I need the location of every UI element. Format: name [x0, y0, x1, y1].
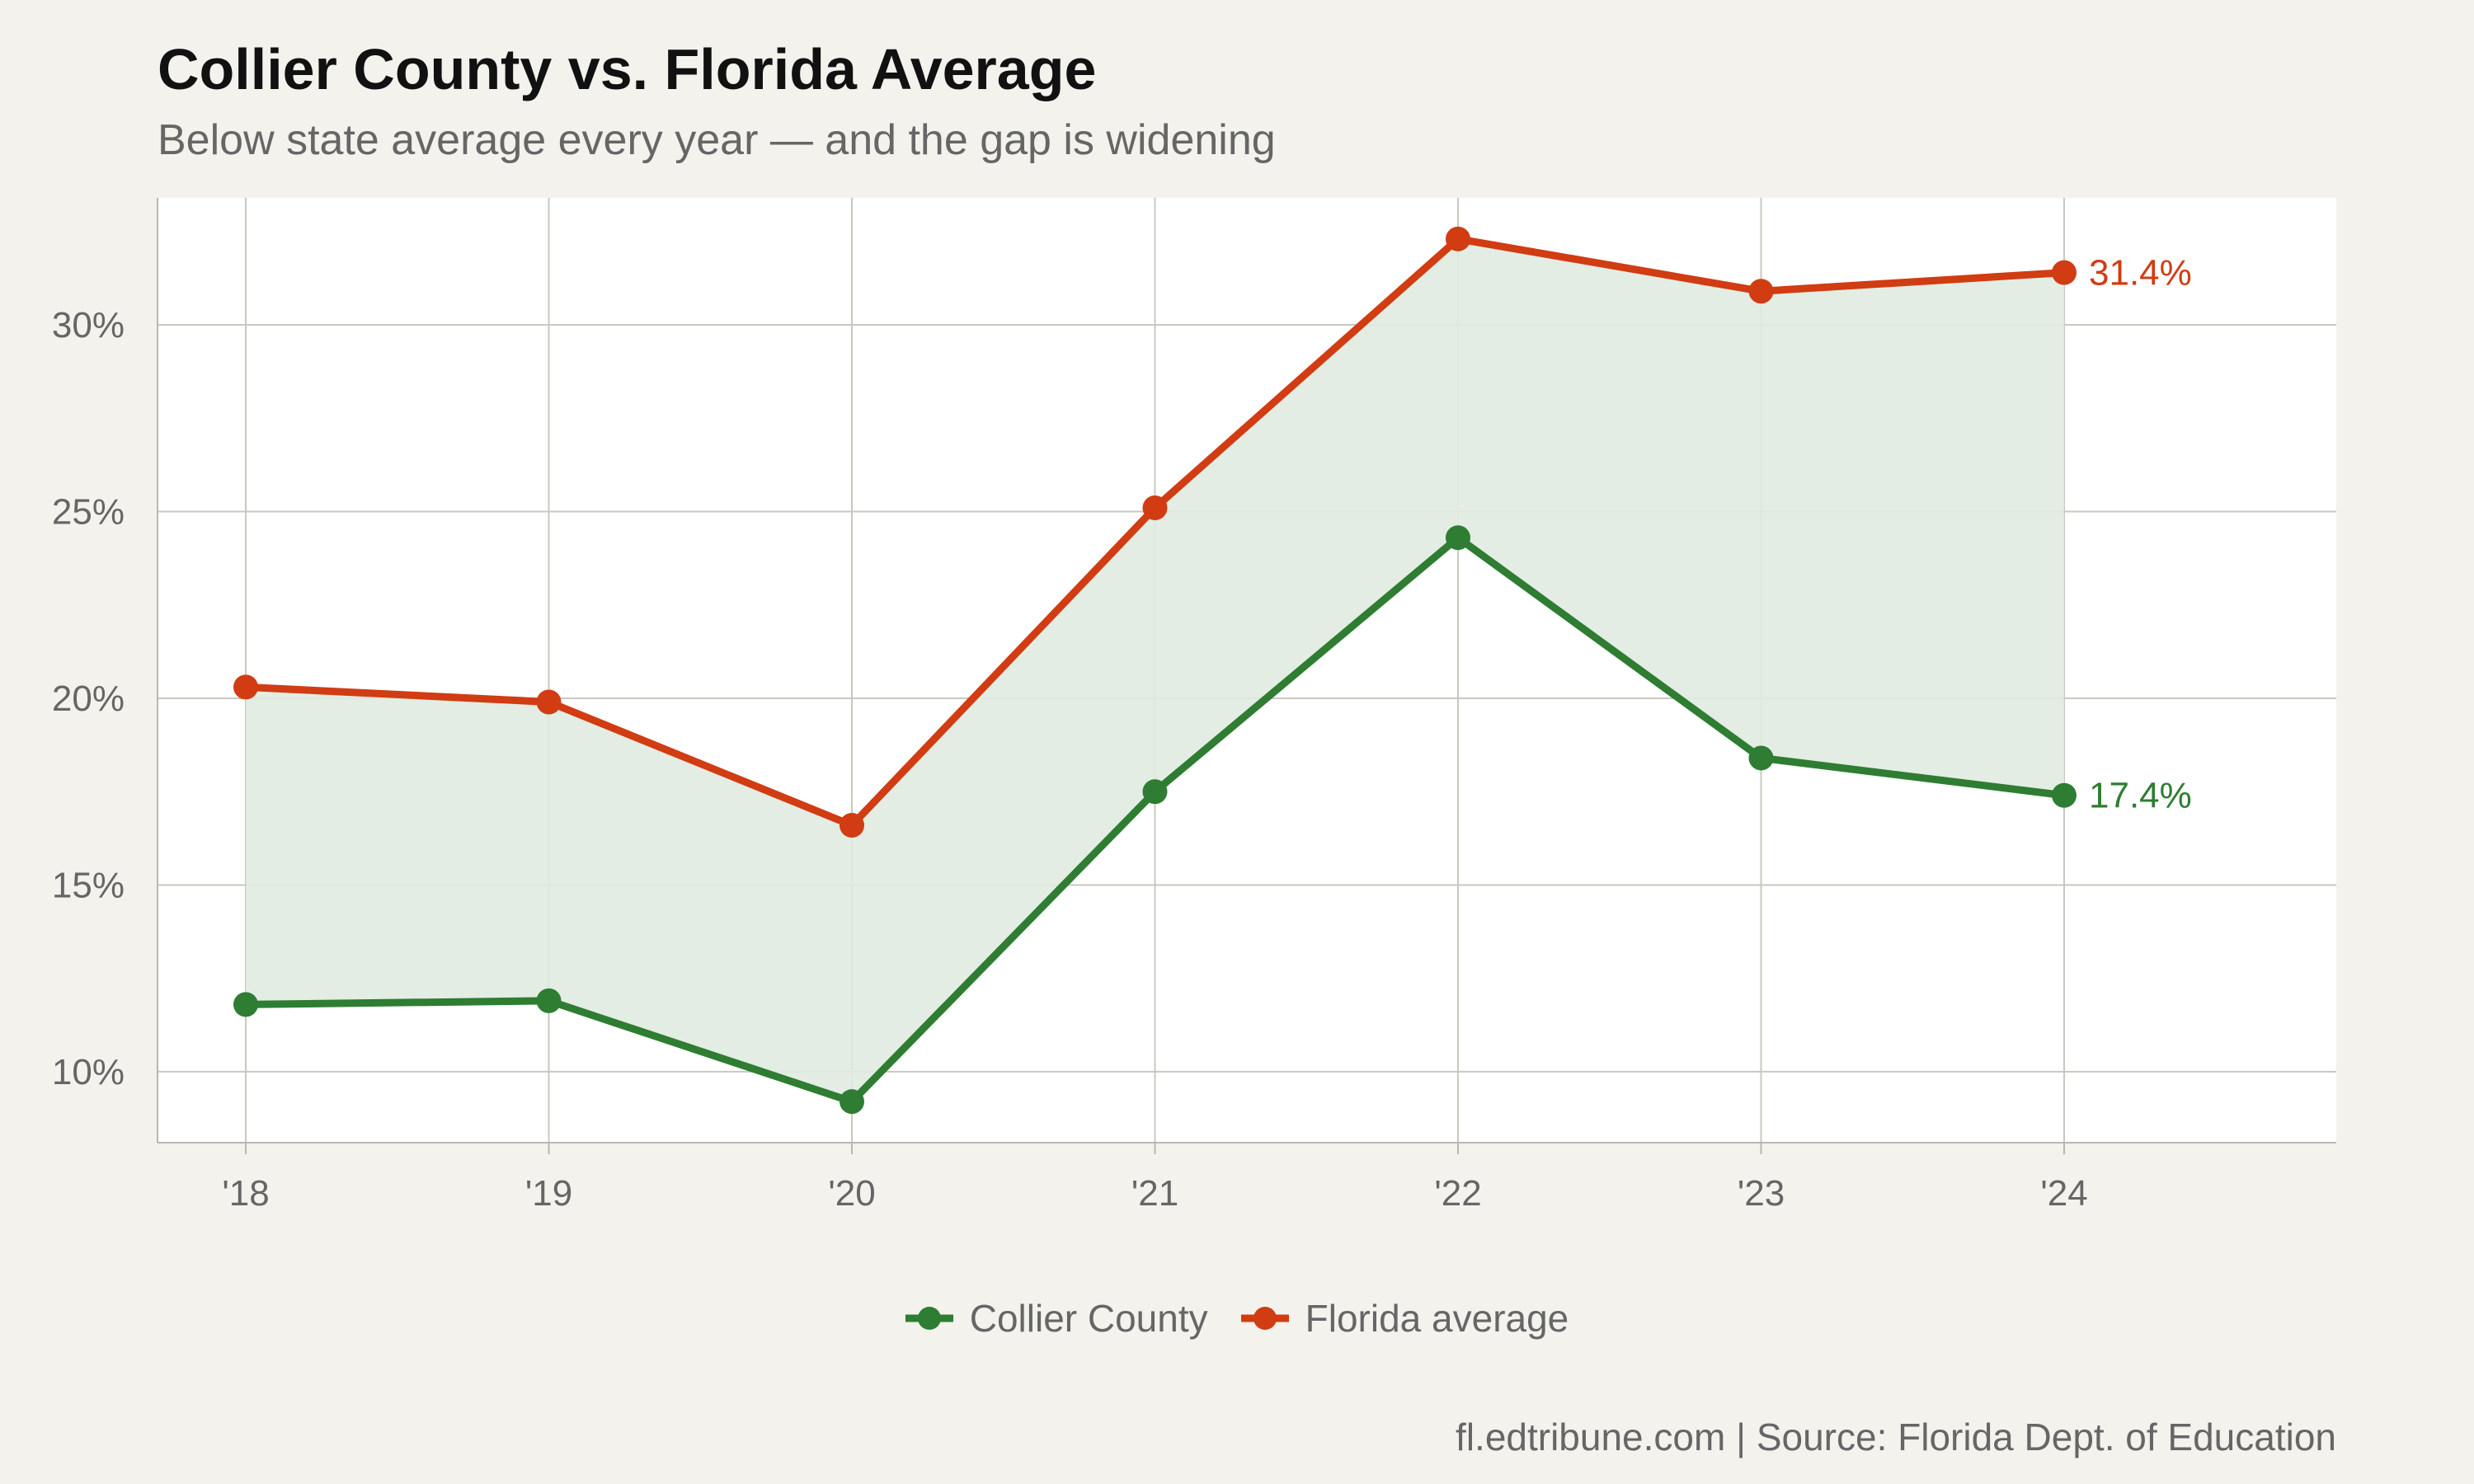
data-point-florida-average — [536, 689, 562, 715]
gap-band — [246, 238, 2064, 1102]
legend-item-collier: Collier County — [905, 1296, 1208, 1341]
data-point-florida-average — [1446, 226, 1470, 251]
data-point-florida-average — [2052, 260, 2077, 285]
data-point-collier-county — [233, 992, 258, 1017]
legend: Collier County Florida average — [0, 1296, 2474, 1341]
y-tick-label: 30% — [52, 305, 125, 345]
axes — [157, 198, 2336, 1154]
data-point-collier-county — [1446, 525, 1470, 551]
data-point-collier-county — [2052, 782, 2077, 808]
data-point-collier-county — [1748, 745, 1774, 771]
legend-key-collier — [905, 1307, 953, 1330]
legend-key-florida — [1240, 1307, 1289, 1330]
chart-subtitle: Below state average every year — and the… — [158, 116, 1276, 164]
legend-label-florida: Florida average — [1305, 1297, 1569, 1340]
x-tick-label: '19 — [525, 1173, 572, 1214]
data-point-florida-average — [840, 812, 864, 838]
data-point-florida-average — [233, 674, 258, 700]
x-tick-label: '24 — [2040, 1173, 2087, 1214]
x-tick-label: '20 — [828, 1173, 875, 1214]
series — [233, 226, 2077, 1115]
chart-title: Collier County vs. Florida Average — [158, 37, 1097, 101]
source-caption: fl.edtribune.com | Source: Florida Dept.… — [1456, 1416, 2336, 1458]
y-tick-label: 20% — [52, 679, 125, 719]
data-point-collier-county — [840, 1089, 864, 1115]
x-tick-label: '23 — [1738, 1173, 1785, 1214]
x-tick-label: '18 — [222, 1173, 269, 1214]
legend-item-florida: Florida average — [1240, 1296, 1569, 1341]
y-tick-label: 25% — [52, 491, 125, 532]
x-tick-label: '21 — [1131, 1173, 1178, 1214]
y-tick-label: 15% — [52, 865, 125, 905]
data-point-florida-average — [1142, 495, 1168, 520]
gap-area — [246, 238, 2064, 1102]
data-point-florida-average — [1748, 279, 1774, 304]
end-label-florida-average: 31.4% — [2089, 253, 2192, 294]
legend-label-collier: Collier County — [969, 1297, 1208, 1340]
x-tick-label: '22 — [1434, 1173, 1481, 1214]
end-label-collier-county: 17.4% — [2089, 776, 2192, 816]
data-point-collier-county — [536, 988, 562, 1013]
labels: 10% 15% 20% 25% 30% '18 '19 '20 '21 '22 '23 '24 17.4… — [52, 253, 2192, 1214]
y-tick-label: 10% — [52, 1052, 125, 1092]
data-point-collier-county — [1142, 779, 1168, 805]
